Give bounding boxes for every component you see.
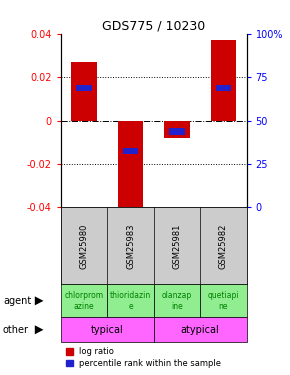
Bar: [77, 85, 92, 91]
Text: olanzap
ine: olanzap ine: [162, 291, 192, 310]
Bar: [154, 317, 246, 342]
Bar: [211, 40, 236, 120]
Bar: [71, 62, 97, 120]
Text: GSM25983: GSM25983: [126, 223, 135, 268]
Text: other: other: [3, 325, 29, 335]
Bar: [123, 148, 138, 154]
Bar: [61, 285, 107, 317]
Bar: [216, 85, 231, 91]
Text: atypical: atypical: [181, 325, 220, 335]
Bar: [169, 128, 184, 135]
Text: chlorprom
azine: chlorprom azine: [65, 291, 104, 310]
Bar: [154, 285, 200, 317]
Text: typical: typical: [91, 325, 124, 335]
Bar: [61, 317, 154, 342]
Text: thioridazin
e: thioridazin e: [110, 291, 151, 310]
Bar: [164, 120, 190, 138]
Text: GSM25982: GSM25982: [219, 223, 228, 268]
Text: agent: agent: [3, 296, 31, 306]
Title: GDS775 / 10230: GDS775 / 10230: [102, 20, 205, 33]
Bar: [200, 285, 246, 317]
Bar: [118, 120, 143, 218]
Legend: log ratio, percentile rank within the sample: log ratio, percentile rank within the sa…: [65, 346, 222, 369]
Text: GSM25980: GSM25980: [79, 223, 89, 268]
Bar: [107, 285, 154, 317]
Text: GSM25981: GSM25981: [172, 223, 182, 268]
Text: quetiapi
ne: quetiapi ne: [207, 291, 239, 310]
